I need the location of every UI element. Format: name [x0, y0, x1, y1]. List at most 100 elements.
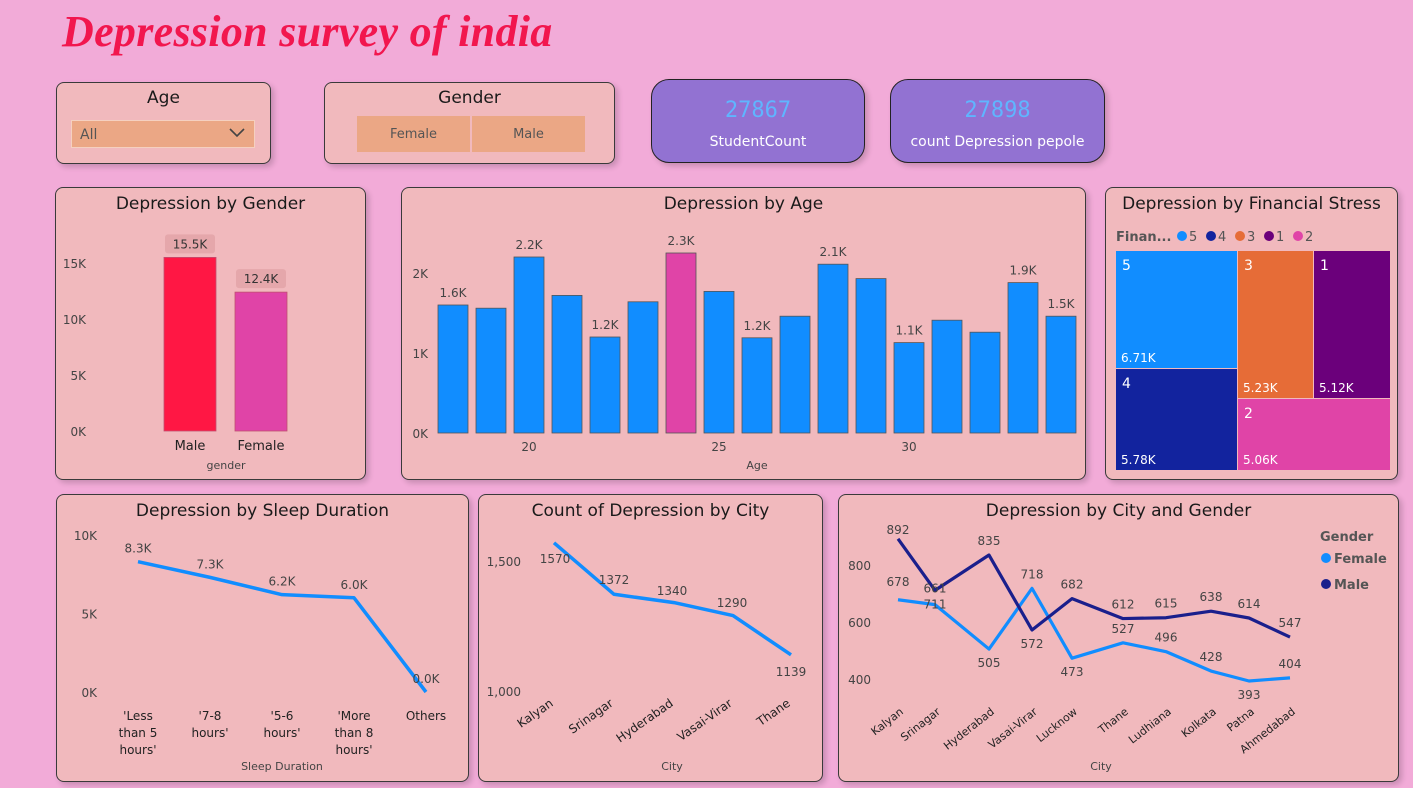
data-label: 7.3K: [197, 557, 225, 571]
age-bar: [513, 256, 545, 434]
age-chart-card: Depression by Age 0K 1K 2K 1.6K 2.2K 1.2K 2.3K…: [401, 187, 1086, 480]
bar-female: [234, 291, 288, 432]
age-bar: [969, 331, 1001, 434]
data-label: 2.2K: [516, 238, 544, 252]
legend-marker: [1235, 231, 1245, 241]
x-tick-label: Thane: [1095, 705, 1131, 737]
data-label: 1290: [717, 596, 748, 610]
x-tick-label: Others: [406, 709, 446, 723]
data-label: 1340: [657, 584, 688, 598]
x-tick-label: hours': [335, 743, 372, 757]
x-tick-label: Srinagar: [566, 696, 616, 737]
gender-option-female[interactable]: Female: [357, 116, 470, 152]
age-bar: [779, 315, 811, 434]
y-tick-label: 600: [848, 616, 871, 630]
gender-option-male[interactable]: Male: [472, 116, 585, 152]
legend-marker: [1264, 231, 1274, 241]
y-tick-label: 2K: [412, 267, 429, 281]
tile-label: 3: [1244, 258, 1253, 274]
data-label: 1.1K: [896, 324, 924, 338]
y-tick-label: 10K: [63, 313, 87, 327]
data-label: 393: [1238, 688, 1261, 702]
age-bar: [741, 337, 773, 434]
city-line-chart: 1,000 1,500 1570 Kalyan 1372 Srinagar 1340 Hyde…: [487, 541, 806, 773]
data-label: 2.3K: [668, 234, 696, 248]
sleep-line-chart: 0K 5K 10K 8.3K 'Less than 5 hours' 7.3K '7-8 hour…: [74, 529, 446, 773]
student-count-label: StudentCount: [709, 134, 807, 150]
x-tick-label: than 8: [335, 726, 374, 740]
sleep-chart-title: Depression by Sleep Duration: [135, 501, 390, 521]
data-label: 473: [1061, 665, 1084, 679]
age-bar: [627, 301, 659, 434]
data-label-bg: [165, 234, 215, 254]
age-bar: [893, 342, 925, 434]
city-gender-line-chart: 400 600 800 678 661 505 718 473 527 496 428 393 404 8…: [848, 523, 1387, 773]
legend-title: Gender: [1320, 530, 1374, 545]
sleep-chart-card: Depression by Sleep Duration 0K 5K 10K 8.3K…: [56, 494, 469, 782]
age-bar: [475, 307, 507, 434]
depression-count-label: count Depression pepole: [910, 134, 1085, 150]
treemap-tile-4: [1116, 369, 1237, 470]
male-series-line: [896, 537, 1291, 639]
age-dropdown-value: All: [80, 127, 98, 143]
data-label: 8.3K: [125, 542, 153, 556]
x-tick-label: Vasai-Virar: [675, 696, 735, 744]
student-count-value: 27867: [724, 98, 792, 123]
data-label: 711: [924, 597, 947, 611]
legend-title: Finan...: [1116, 230, 1171, 245]
legend-marker: [1321, 553, 1331, 563]
data-label: 1372: [599, 573, 630, 587]
age-dropdown[interactable]: All: [71, 120, 255, 148]
treemap-tile-1: [1314, 251, 1390, 398]
tile-value: 5.23K: [1243, 381, 1279, 395]
data-label: 682: [1061, 578, 1084, 592]
y-tick-label: 1,000: [487, 685, 521, 699]
x-tick-label: than 5: [119, 726, 158, 740]
y-tick-label: 0K: [81, 686, 98, 700]
tile-value: 5.12K: [1319, 381, 1355, 395]
gender-bar-chart: 0K 5K 10K 15K 15.5K Male 12.4K Female gender: [63, 234, 288, 472]
city-gender-chart-card: Depression by City and Gender 400 600 800 6…: [838, 494, 1399, 782]
age-slicer-title: Age: [147, 88, 180, 108]
y-tick-label: 15K: [63, 257, 87, 271]
city-series-line: [552, 541, 792, 657]
data-label: 1570: [540, 552, 571, 566]
depression-count-value: 27898: [964, 98, 1031, 123]
treemap-tile-5: [1116, 251, 1237, 368]
x-tick-label: Hyderabad: [614, 696, 676, 745]
data-label: 404: [1279, 657, 1302, 671]
y-tick-label: 10K: [74, 529, 98, 543]
legend-label: 4: [1218, 230, 1226, 245]
city-gender-chart-title: Depression by City and Gender: [985, 501, 1252, 521]
x-tick-label: hours': [191, 726, 228, 740]
legend-label: 3: [1247, 230, 1255, 245]
page-title: Depression survey of india: [62, 7, 553, 56]
x-tick-label: '5-6: [271, 709, 294, 723]
data-label: 835: [978, 534, 1001, 548]
age-bar: [551, 295, 583, 434]
x-tick-label: 25: [711, 440, 726, 454]
x-tick-label: hours': [119, 743, 156, 757]
x-tick-label: Ludhiana: [1126, 705, 1174, 746]
city-chart-title: Count of Depression by City: [531, 501, 770, 521]
data-label: 892: [887, 523, 910, 537]
x-tick-label: 30: [901, 440, 916, 454]
age-bar: [703, 291, 735, 434]
age-bar-chart: 0K 1K 2K 1.6K 2.2K 1.2K 2.3K 1.2K 2.1K 1.1K 1.9K 1.…: [412, 234, 1077, 472]
female-series-line: [897, 586, 1291, 683]
legend-marker: [1293, 231, 1303, 241]
legend-label: Male: [1334, 578, 1369, 593]
age-bar: [437, 304, 469, 434]
chevron-down-icon: [229, 128, 245, 138]
x-tick-label: Thane: [753, 696, 792, 729]
legend-label: Female: [1334, 552, 1387, 567]
y-tick-label: 800: [848, 559, 871, 573]
legend-label: 1: [1276, 230, 1284, 245]
x-tick-label: 'Less: [123, 709, 153, 723]
y-tick-label: 5K: [81, 608, 98, 622]
age-bar: [1007, 282, 1039, 434]
data-label: 428: [1200, 650, 1223, 664]
x-tick-label: 20: [521, 440, 536, 454]
data-label: 614: [1238, 597, 1261, 611]
data-label: 1.5K: [1048, 297, 1076, 311]
